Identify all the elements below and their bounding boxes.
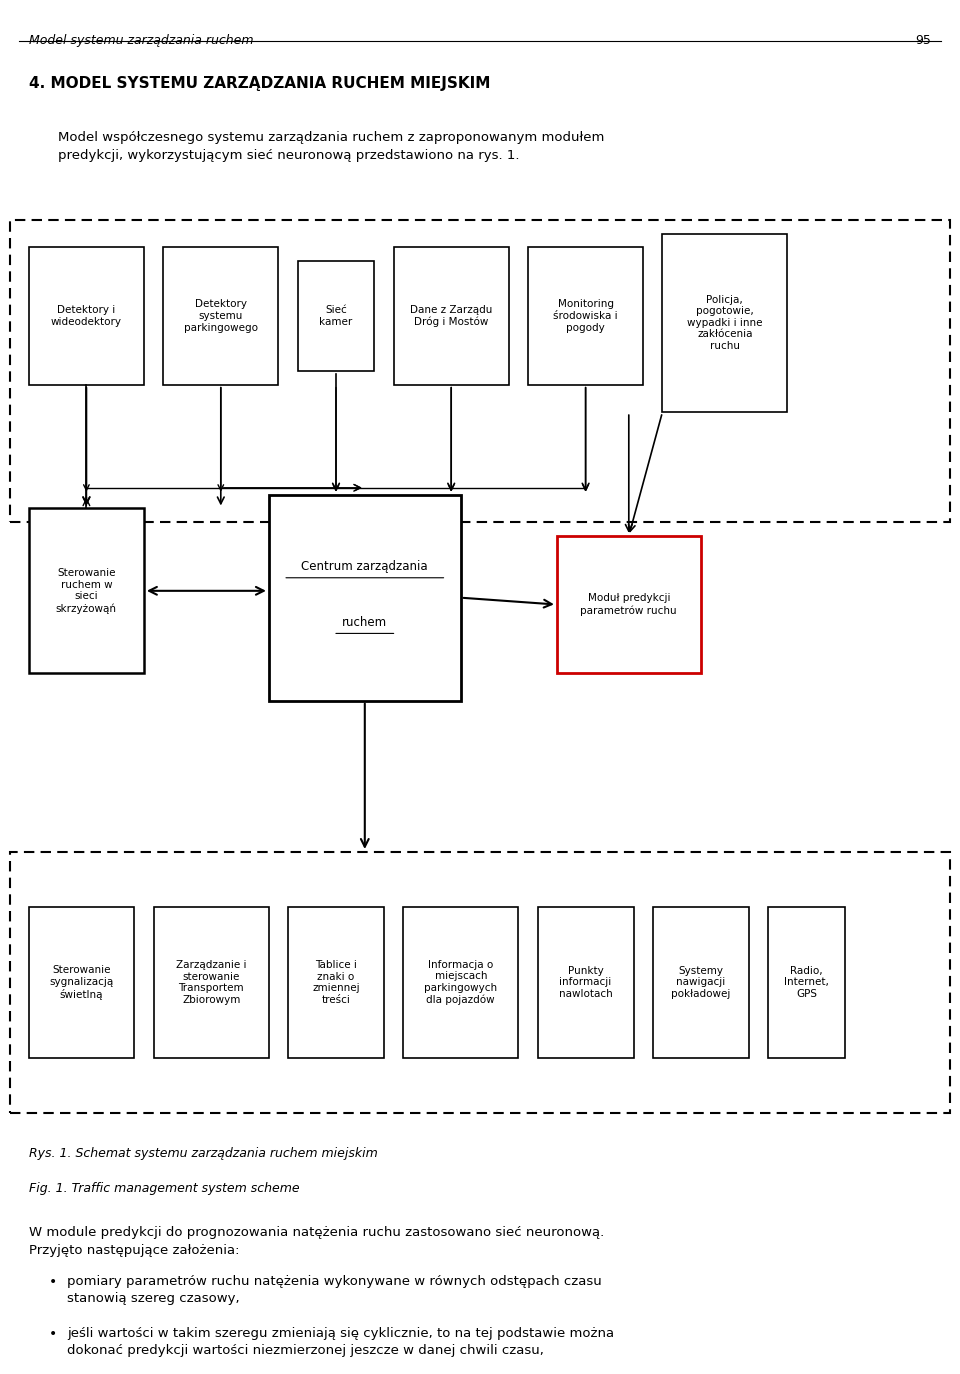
FancyBboxPatch shape: [29, 907, 134, 1058]
FancyBboxPatch shape: [394, 247, 509, 385]
Text: Punkty
informacji
nawlotach: Punkty informacji nawlotach: [559, 966, 612, 999]
FancyBboxPatch shape: [288, 907, 384, 1058]
Text: Tablice i
znaki o
zmiennej
treści: Tablice i znaki o zmiennej treści: [312, 960, 360, 1004]
FancyBboxPatch shape: [29, 508, 144, 673]
FancyBboxPatch shape: [538, 907, 634, 1058]
FancyBboxPatch shape: [557, 536, 701, 673]
Text: 4. MODEL SYSTEMU ZARZĄDZANIA RUCHEM MIEJSKIM: 4. MODEL SYSTEMU ZARZĄDZANIA RUCHEM MIEJ…: [29, 76, 491, 91]
Text: Informacja o
miejscach
parkingowych
dla pojazdów: Informacja o miejscach parkingowych dla …: [424, 959, 497, 1006]
Text: Moduł predykcji
parametrów ruchu: Moduł predykcji parametrów ruchu: [581, 594, 677, 616]
Text: Policja,
pogotowie,
wypadki i inne
zakłócenia
ruchu: Policja, pogotowie, wypadki i inne zakłó…: [687, 294, 762, 352]
Text: Monitoring
środowiska i
pogody: Monitoring środowiska i pogody: [553, 300, 618, 333]
FancyBboxPatch shape: [403, 907, 518, 1058]
Text: Model współczesnego systemu zarządzania ruchem z zaproponowanym modułem
predykcj: Model współczesnego systemu zarządzania …: [58, 131, 604, 162]
FancyBboxPatch shape: [662, 234, 787, 412]
Text: pomiary parametrów ruchu natężenia wykonywane w równych odstępach czasu
stanowią: pomiary parametrów ruchu natężenia wykon…: [67, 1275, 602, 1305]
Text: Detektory i
wideodektory: Detektory i wideodektory: [51, 305, 122, 327]
FancyBboxPatch shape: [653, 907, 749, 1058]
Text: Fig. 1. Traffic management system scheme: Fig. 1. Traffic management system scheme: [29, 1182, 300, 1194]
FancyBboxPatch shape: [29, 247, 144, 385]
FancyBboxPatch shape: [298, 261, 374, 371]
Text: Model systemu zarządzania ruchem: Model systemu zarządzania ruchem: [29, 34, 253, 47]
FancyBboxPatch shape: [768, 907, 845, 1058]
Text: Rys. 1. Schemat systemu zarządzania ruchem miejskim: Rys. 1. Schemat systemu zarządzania ruch…: [29, 1147, 377, 1160]
Text: Centrum zarządzania: Centrum zarządzania: [301, 561, 428, 573]
FancyBboxPatch shape: [528, 247, 643, 385]
FancyBboxPatch shape: [269, 495, 461, 701]
Text: jeśli wartości w takim szeregu zmieniają się cyklicznie, to na tej podstawie moż: jeśli wartości w takim szeregu zmieniają…: [67, 1327, 614, 1358]
Text: •: •: [49, 1327, 57, 1341]
Text: Systemy
nawigacji
pokładowej: Systemy nawigacji pokładowej: [671, 966, 731, 999]
Text: •: •: [49, 1275, 57, 1289]
Text: ruchem: ruchem: [342, 616, 388, 629]
Text: Radio,
Internet,
GPS: Radio, Internet, GPS: [784, 966, 828, 999]
Text: W module predykcji do prognozowania natężenia ruchu zastosowano sieć neuronową.
: W module predykcji do prognozowania natę…: [29, 1226, 604, 1257]
Text: Sieć
kamer: Sieć kamer: [320, 305, 352, 327]
Text: 95: 95: [915, 34, 931, 47]
Text: Sterowanie
sygnalizacją
świetlną: Sterowanie sygnalizacją świetlną: [50, 965, 113, 1000]
Text: Dane z Zarządu
Dróg i Mostów: Dane z Zarządu Dróg i Mostów: [410, 305, 492, 327]
FancyBboxPatch shape: [163, 247, 278, 385]
Text: Detektory
systemu
parkingowego: Detektory systemu parkingowego: [183, 300, 258, 333]
Text: Zarządzanie i
sterowanie
Transportem
Zbiorowym: Zarządzanie i sterowanie Transportem Zbi…: [176, 960, 247, 1004]
Text: Sterowanie
ruchem w
sieci
skrzyżowąń: Sterowanie ruchem w sieci skrzyżowąń: [56, 567, 117, 614]
FancyBboxPatch shape: [154, 907, 269, 1058]
